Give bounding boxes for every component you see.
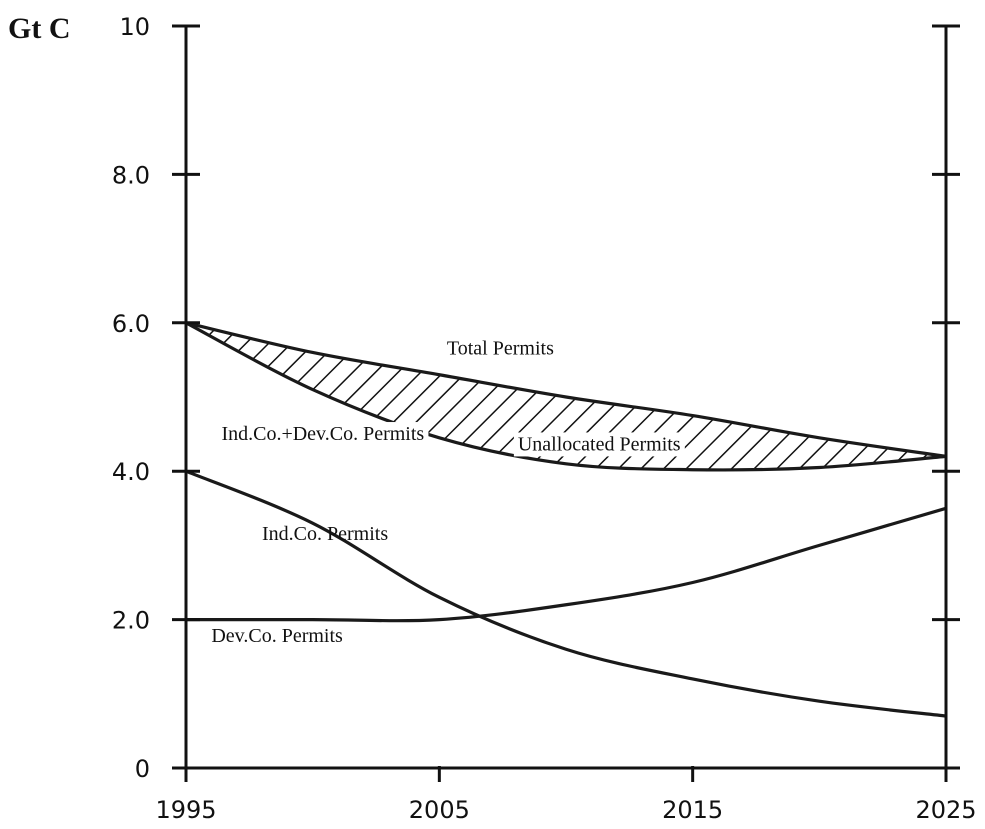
y-tick-label: 6.0 <box>112 310 150 338</box>
unallocated-permits-label-background <box>513 432 685 457</box>
ind-dev-permits-label: Ind.Co.+Dev.Co. Permits <box>221 423 424 445</box>
total-permits-label: Total Permits <box>447 338 554 360</box>
series-line-dev-co-permits <box>186 506 947 623</box>
y-tick-label: 10 <box>119 13 150 41</box>
x-tick-label: 2025 <box>915 796 976 824</box>
x-tick-label: 2015 <box>662 796 723 824</box>
series-line-total-permits <box>185 321 947 458</box>
y-tick-label: 8.0 <box>112 161 150 189</box>
x-tick-label: 1995 <box>155 796 216 824</box>
x-tick-label: 2005 <box>409 796 470 824</box>
ind-dev-permits-label-background <box>217 422 429 447</box>
unallocated-permits-label: Unallocated Permits <box>518 433 681 455</box>
series-layer <box>185 321 947 718</box>
y-tick-label: 0 <box>135 755 150 783</box>
y-tick-label: 4.0 <box>112 458 150 486</box>
series-line-ind-co-dev-co-permits <box>185 321 947 472</box>
y-axis-unit-label: Gt C <box>8 12 71 45</box>
dev-co-permits-label: Dev.Co. Permits <box>211 625 343 647</box>
axes: 0 2.0 4.0 6.0 8.0 10 1995 2005 2015 2025 <box>112 13 977 824</box>
series-line-ind-co-permits <box>185 469 947 718</box>
unallocated-region-layer <box>186 322 946 470</box>
annotation-labels: Total Permits Ind.Co.+Dev.Co. Permits Unal… <box>211 338 685 647</box>
ind-co-permits-label: Ind.Co. Permits <box>262 523 388 545</box>
y-tick-label: 2.0 <box>112 607 150 635</box>
unallocated-permits-area <box>186 322 946 470</box>
